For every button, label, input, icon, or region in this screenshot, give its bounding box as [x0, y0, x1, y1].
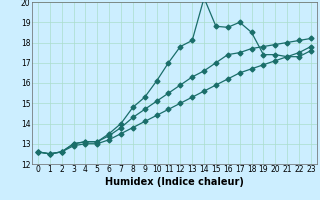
- X-axis label: Humidex (Indice chaleur): Humidex (Indice chaleur): [105, 177, 244, 187]
